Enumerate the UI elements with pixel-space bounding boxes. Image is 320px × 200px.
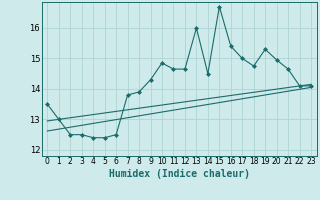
X-axis label: Humidex (Indice chaleur): Humidex (Indice chaleur) bbox=[109, 169, 250, 179]
